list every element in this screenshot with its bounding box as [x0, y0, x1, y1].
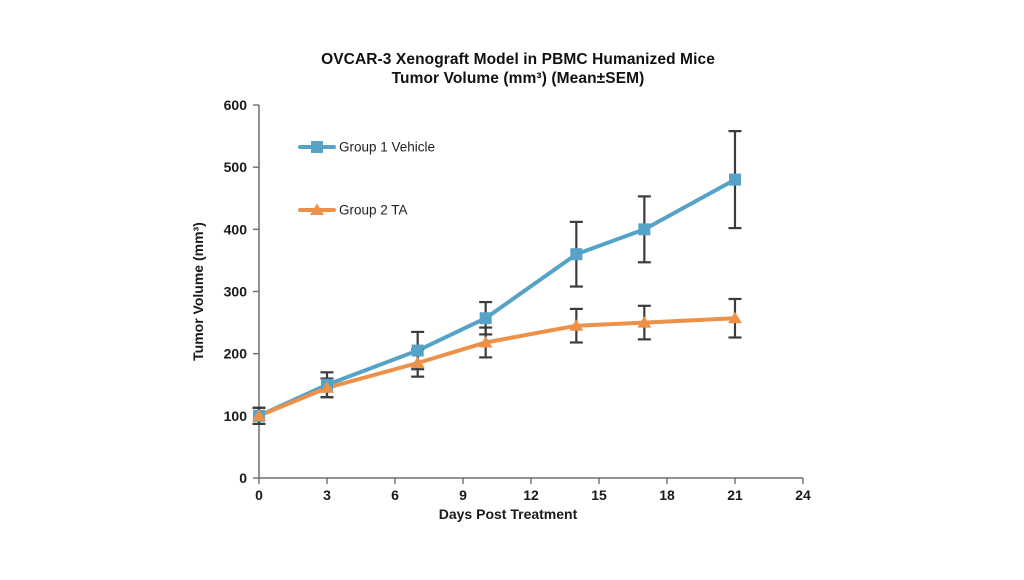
legend-label-group-2-ta: Group 2 TA	[339, 203, 408, 218]
marker-group-2-ta-day-7	[410, 356, 425, 368]
x-tick-label: 24	[795, 487, 811, 503]
y-tick-label: 400	[224, 221, 248, 237]
chart-title: OVCAR-3 Xenograft Model in PBMC Humanize…	[6, 50, 1024, 88]
marker-group-1-vehicle-day-10	[479, 312, 492, 325]
marker-group-2-ta-day-17	[637, 316, 652, 328]
x-tick-label: 18	[659, 487, 675, 503]
marker-group-2-ta-day-3	[320, 381, 334, 393]
marker-group-1-vehicle-day-7	[411, 344, 424, 357]
y-tick-label: 0	[239, 470, 247, 486]
legend-entry-group-1-vehicle: Group 1 Vehicle	[298, 140, 435, 155]
y-tick-label: 600	[224, 97, 248, 113]
x-axis-title: Days Post Treatment	[439, 506, 578, 522]
y-tick-label: 300	[224, 284, 248, 300]
y-axis-title: Tumor Volume (mm³)	[190, 222, 206, 361]
x-tick-label: 15	[591, 487, 607, 503]
marker-group-2-ta-day-0	[252, 409, 266, 421]
x-tick-label: 6	[391, 487, 399, 503]
chart-title-line2: Tumor Volume (mm³) (Mean±SEM)	[391, 70, 645, 87]
legend-marker-group-1-vehicle	[311, 141, 323, 153]
legend-label-group-1-vehicle: Group 1 Vehicle	[339, 140, 435, 155]
chart-title-line1: OVCAR-3 Xenograft Model in PBMC Humanize…	[321, 51, 715, 68]
y-tick-label: 500	[224, 159, 248, 175]
marker-group-1-vehicle-day-21	[729, 173, 741, 186]
marker-group-1-vehicle-day-14	[570, 248, 583, 261]
x-tick-label: 0	[255, 487, 263, 503]
y-tick-label: 100	[224, 408, 248, 424]
marker-group-2-ta-day-10	[478, 335, 493, 348]
x-tick-label: 9	[459, 487, 467, 503]
series-line-group-2-ta	[257, 316, 737, 418]
x-tick-label: 3	[323, 487, 331, 503]
marker-group-2-ta-day-14	[569, 319, 584, 331]
legend-entry-group-2-ta: Group 2 TA	[298, 203, 408, 218]
marker-group-2-ta-day-21	[728, 311, 742, 324]
marker-group-1-vehicle-day-17	[638, 223, 651, 236]
axes-spines	[258, 105, 803, 479]
legend-marker-group-2-ta	[310, 203, 324, 215]
x-tick-label: 12	[523, 487, 539, 503]
y-tick-label: 200	[224, 346, 248, 362]
x-tick-label: 21	[727, 487, 743, 503]
